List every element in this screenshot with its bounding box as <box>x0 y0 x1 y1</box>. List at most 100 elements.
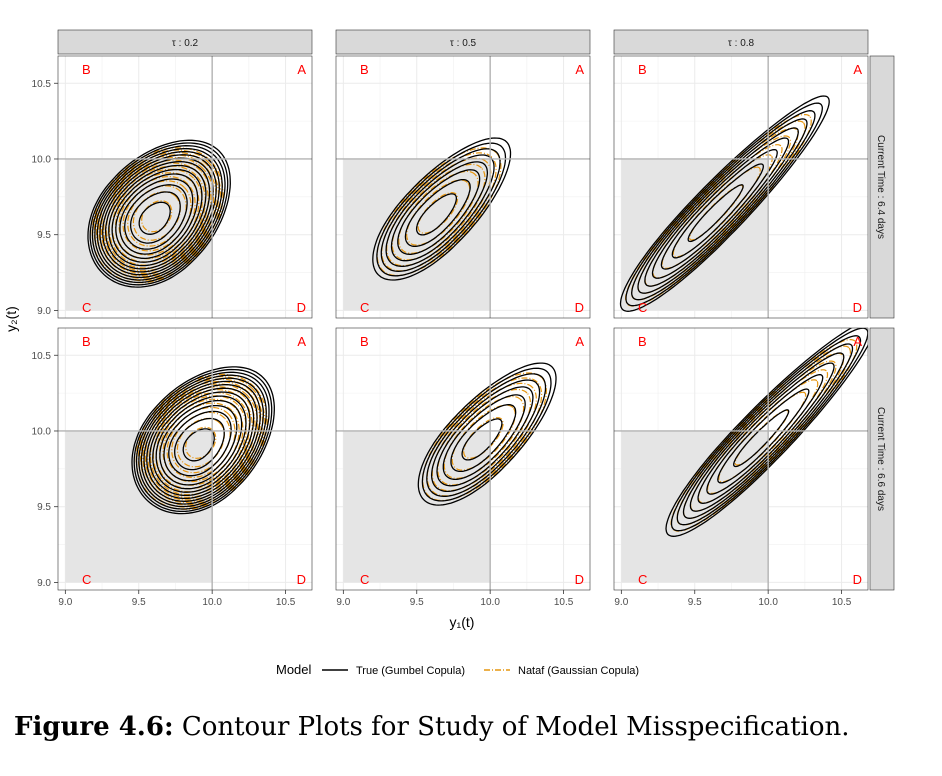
facet-panels: B A C D 9.0 9.5 10.0 10.5 τ : 0.2 B A C Dτ : 0.5 B A C D… <box>32 29 895 608</box>
true-contour <box>676 335 862 526</box>
x-tick-label: 9.5 <box>688 597 702 608</box>
region-label-a: A <box>853 62 862 77</box>
true-contour <box>155 395 247 490</box>
row-strip <box>869 327 895 591</box>
true-contour <box>651 137 790 279</box>
contour-figure: B A C D 9.0 9.5 10.0 10.5 τ : 0.2 B A C Dτ : 0.5 B A C D… <box>3 29 895 677</box>
true-contour <box>665 328 868 537</box>
x-tick-label: 10.0 <box>480 597 500 608</box>
region-c-shade <box>621 430 769 583</box>
true-contour <box>619 95 830 312</box>
true-contour <box>102 157 214 273</box>
true-contour <box>625 102 823 307</box>
x-tick-label: 10.5 <box>554 597 574 608</box>
nataf-contour <box>376 147 502 277</box>
region-label-c: C <box>360 572 369 587</box>
x-tick-label: 9.0 <box>614 597 628 608</box>
x-tick-label: 10.0 <box>202 597 222 608</box>
true-contour <box>149 387 255 497</box>
region-label-a: A <box>297 334 306 349</box>
true-contour <box>168 410 232 477</box>
panel-border <box>613 327 869 591</box>
panel-border <box>335 55 591 319</box>
contours <box>372 137 512 281</box>
nataf-contour <box>406 179 471 246</box>
caption-label: Figure 4.6: <box>14 712 174 742</box>
region-label-c: C <box>82 300 91 315</box>
true-contour <box>397 169 481 255</box>
true-contour <box>697 362 835 504</box>
panel-r1-c2: B A C Dτ : 0.5 <box>335 29 591 319</box>
nataf-contour <box>381 152 497 272</box>
x-axis-title: y₁(t) <box>450 614 475 630</box>
region-label-c: C <box>360 300 369 315</box>
true-contour <box>670 328 868 532</box>
nataf-contour <box>141 200 173 233</box>
true-contour <box>89 142 229 286</box>
true-contour <box>133 368 273 513</box>
region-label-c: C <box>638 300 647 315</box>
panel-r2-c1: B A C D 9.0 9.5 10.0 10.5 9.0 9.5 10.0 10.5 <box>32 327 313 608</box>
nataf-contour <box>697 369 829 504</box>
nataf-contour <box>111 168 203 263</box>
region-c-shade <box>621 158 769 311</box>
true-contour <box>163 404 238 482</box>
panel-r1-c1: B A C D 9.0 9.5 10.0 10.5 τ : 0.2 <box>32 29 313 319</box>
nataf-contour <box>103 159 212 272</box>
true-contour <box>436 386 534 487</box>
true-contour <box>376 142 507 277</box>
region-label-d: D <box>297 300 306 315</box>
region-label-a: A <box>853 334 862 349</box>
nataf-contour <box>417 191 459 234</box>
column-strip <box>57 29 313 55</box>
panel-r2-c3: B A C D 9.0 9.5 10.0 10.5 Current Time : 6.6 day… <box>613 327 895 608</box>
true-contour <box>99 154 217 276</box>
column-strip <box>613 29 869 55</box>
nataf-contour <box>661 154 773 270</box>
x-tick-label: 9.5 <box>132 597 146 608</box>
true-contour <box>372 137 512 281</box>
panel-border <box>57 327 313 591</box>
nataf-contour <box>159 398 244 486</box>
true-contour <box>174 417 225 471</box>
true-contour <box>461 418 503 461</box>
true-contour <box>417 362 557 506</box>
legend-label-nataf: Nataf (Gaussian Copula) <box>518 665 639 677</box>
true-contour <box>706 374 824 495</box>
region-label-b: B <box>638 62 647 77</box>
y-tick-label: 9.5 <box>37 230 51 241</box>
panel-border <box>57 55 313 319</box>
y-tick-label: 10.0 <box>32 154 52 165</box>
nataf-contour <box>398 170 479 254</box>
nataf-contour <box>443 395 525 479</box>
y-tick-label: 10.5 <box>32 79 52 90</box>
region-label-c: C <box>638 572 647 587</box>
true-contour <box>115 173 199 260</box>
region-label-c: C <box>82 572 91 587</box>
panel-border <box>335 327 591 591</box>
x-tick-label: 10.5 <box>832 597 852 608</box>
x-tick-label: 9.0 <box>336 597 350 608</box>
x-tick-label: 9.0 <box>58 597 72 608</box>
nataf-contour <box>152 391 250 493</box>
region-label-b: B <box>360 62 369 77</box>
figure-caption: Figure 4.6: Contour Plots for Study of M… <box>14 712 850 742</box>
y-tick-label: 9.5 <box>37 502 51 513</box>
true-contour <box>687 184 744 243</box>
x-tick-label: 10.5 <box>276 597 296 608</box>
true-contour <box>124 184 188 250</box>
column-strip <box>335 29 591 55</box>
nataf-contour <box>185 426 217 459</box>
true-contour <box>430 379 541 493</box>
y-tick-label: 9.0 <box>37 306 51 317</box>
row-strip <box>869 55 895 319</box>
column-strip-label: τ : 0.2 <box>172 38 199 49</box>
region-label-d: D <box>575 300 584 315</box>
region-label-d: D <box>853 300 862 315</box>
true-contour <box>426 373 547 497</box>
true-contour <box>689 352 845 512</box>
y-axis-title: y₂(t) <box>3 306 19 332</box>
nataf-contour <box>100 156 215 275</box>
y-tick-label: 10.5 <box>32 351 52 362</box>
region-label-a: A <box>297 62 306 77</box>
